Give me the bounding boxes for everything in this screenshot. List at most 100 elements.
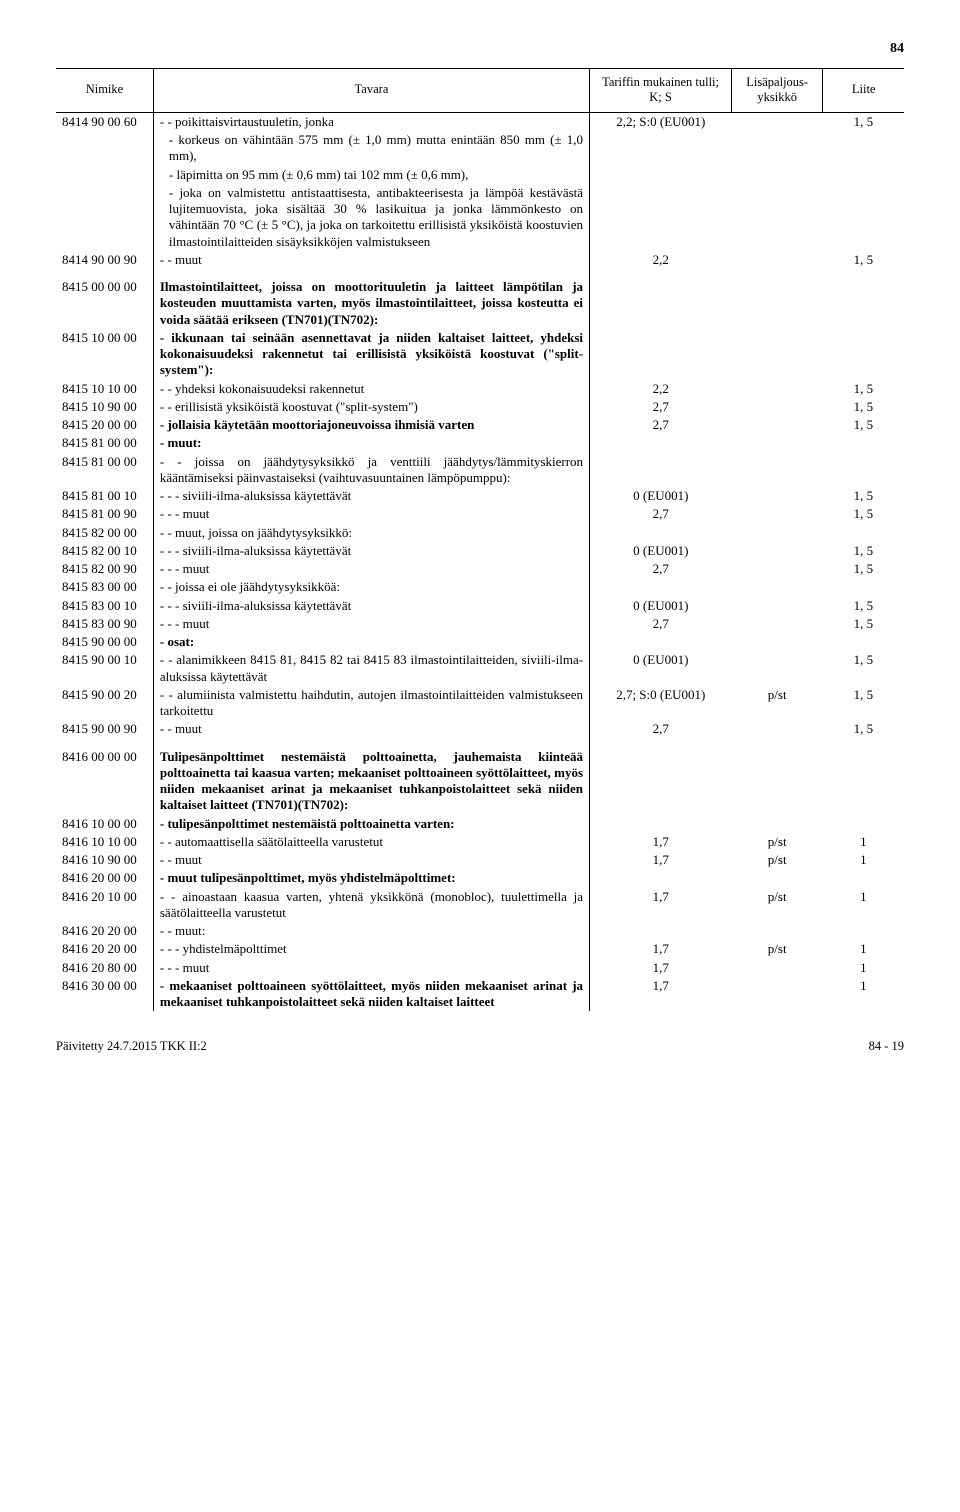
cell-tariff xyxy=(590,739,732,815)
cell-unit xyxy=(732,720,823,738)
th-tariff: Tariffin mukainen tulli;K; S xyxy=(590,68,732,112)
cell-desc: - - - siviili-ilma-aluksissa käytettävät xyxy=(153,542,589,560)
cell-unit: p/st xyxy=(732,888,823,923)
tariff-table: Nimike Tavara Tariffin mukainen tulli;K;… xyxy=(56,68,904,1012)
page-number-top: 84 xyxy=(56,40,904,58)
cell-code: 8416 20 00 00 xyxy=(56,869,153,887)
cell-unit xyxy=(732,131,823,166)
cell-desc: - - muut xyxy=(153,720,589,738)
cell-desc: - - - muut xyxy=(153,560,589,578)
table-row: 8415 81 00 10- - - siviili-ilma-aluksiss… xyxy=(56,487,904,505)
cell-tariff xyxy=(590,131,732,166)
cell-tariff: 2,2; S:0 (EU001) xyxy=(590,112,732,131)
cell-unit xyxy=(732,542,823,560)
cell-desc: - - - muut xyxy=(153,959,589,977)
cell-unit xyxy=(732,166,823,184)
cell-code: 8415 83 00 90 xyxy=(56,615,153,633)
cell-tariff: 1,7 xyxy=(590,833,732,851)
table-row: 8415 83 00 10- - - siviili-ilma-aluksiss… xyxy=(56,597,904,615)
cell-code: 8416 10 00 00 xyxy=(56,815,153,833)
cell-unit: p/st xyxy=(732,851,823,869)
cell-annex: 1 xyxy=(823,940,904,958)
table-row: 8415 81 00 90- - - muut2,71, 5 xyxy=(56,505,904,523)
cell-desc: - läpimitta on 95 mm (± 0,6 mm) tai 102 … xyxy=(153,166,589,184)
table-row: 8415 82 00 90- - - muut2,71, 5 xyxy=(56,560,904,578)
table-row: 8415 90 00 00- osat: xyxy=(56,633,904,651)
cell-unit xyxy=(732,922,823,940)
cell-desc: - - alanimikkeen 8415 81, 8415 82 tai 84… xyxy=(153,651,589,686)
footer-left: Päivitetty 24.7.2015 TKK II:2 xyxy=(56,1039,207,1055)
cell-annex: 1 xyxy=(823,959,904,977)
cell-tariff xyxy=(590,633,732,651)
table-row: 8416 20 80 00- - - muut1,71 xyxy=(56,959,904,977)
cell-desc: - jollaisia käytetään moottoriajoneuvois… xyxy=(153,416,589,434)
cell-desc: - - yhdeksi kokonaisuudeksi rakennetut xyxy=(153,380,589,398)
cell-unit xyxy=(732,578,823,596)
cell-annex xyxy=(823,869,904,887)
th-desc: Tavara xyxy=(153,68,589,112)
table-row: 8415 82 00 00- - muut, joissa on jäähdyt… xyxy=(56,524,904,542)
table-row: 8416 30 00 00- mekaaniset polttoaineen s… xyxy=(56,977,904,1012)
th-code: Nimike xyxy=(56,68,153,112)
cell-annex: 1, 5 xyxy=(823,112,904,131)
cell-code: 8416 20 20 00 xyxy=(56,922,153,940)
cell-unit xyxy=(732,453,823,488)
cell-tariff: 0 (EU001) xyxy=(590,542,732,560)
table-row: 8415 83 00 00- - joissa ei ole jäähdytys… xyxy=(56,578,904,596)
cell-annex xyxy=(823,434,904,452)
table-row: 8416 20 10 00- - ainoastaan kaasua varte… xyxy=(56,888,904,923)
cell-unit xyxy=(732,597,823,615)
cell-unit xyxy=(732,869,823,887)
cell-code: 8415 90 00 00 xyxy=(56,633,153,651)
cell-annex xyxy=(823,815,904,833)
cell-code: 8414 90 00 60 xyxy=(56,112,153,131)
cell-desc: - - - siviili-ilma-aluksissa käytettävät xyxy=(153,597,589,615)
cell-unit xyxy=(732,633,823,651)
cell-annex: 1, 5 xyxy=(823,251,904,269)
cell-tariff: 1,7 xyxy=(590,940,732,958)
cell-annex xyxy=(823,166,904,184)
table-row: 8415 20 00 00- jollaisia käytetään moott… xyxy=(56,416,904,434)
cell-unit xyxy=(732,524,823,542)
cell-tariff xyxy=(590,524,732,542)
cell-desc: - - automaattisella säätölaitteella varu… xyxy=(153,833,589,851)
cell-tariff: 1,7 xyxy=(590,888,732,923)
th-annex: Liite xyxy=(823,68,904,112)
cell-unit xyxy=(732,739,823,815)
cell-unit xyxy=(732,269,823,329)
cell-code: 8416 20 80 00 xyxy=(56,959,153,977)
cell-code: 8415 10 10 00 xyxy=(56,380,153,398)
cell-code xyxy=(56,184,153,251)
cell-desc: - ikkunaan tai seinään asennettavat ja n… xyxy=(153,329,589,380)
cell-code: 8415 81 00 00 xyxy=(56,434,153,452)
cell-tariff xyxy=(590,166,732,184)
cell-code: 8415 90 00 10 xyxy=(56,651,153,686)
cell-tariff: 2,7 xyxy=(590,505,732,523)
cell-code: 8415 83 00 00 xyxy=(56,578,153,596)
cell-annex xyxy=(823,578,904,596)
table-row: - läpimitta on 95 mm (± 0,6 mm) tai 102 … xyxy=(56,166,904,184)
cell-desc: Tulipesänpolttimet nestemäistä polttoain… xyxy=(153,739,589,815)
cell-annex: 1, 5 xyxy=(823,597,904,615)
cell-tariff xyxy=(590,329,732,380)
cell-tariff: 0 (EU001) xyxy=(590,651,732,686)
cell-annex: 1 xyxy=(823,977,904,1012)
cell-tariff xyxy=(590,922,732,940)
cell-unit xyxy=(732,651,823,686)
table-row: 8415 81 00 00- muut: xyxy=(56,434,904,452)
cell-desc: - - ainoastaan kaasua varten, yhtenä yks… xyxy=(153,888,589,923)
cell-desc: - - poikittaisvirtaustuuletin, jonka xyxy=(153,112,589,131)
footer-right: 84 - 19 xyxy=(869,1039,904,1055)
table-row: - korkeus on vähintään 575 mm (± 1,0 mm)… xyxy=(56,131,904,166)
cell-code: 8415 10 90 00 xyxy=(56,398,153,416)
cell-desc: - tulipesänpolttimet nestemäistä polttoa… xyxy=(153,815,589,833)
table-row: 8415 83 00 90- - - muut2,71, 5 xyxy=(56,615,904,633)
cell-annex: 1, 5 xyxy=(823,416,904,434)
cell-unit xyxy=(732,815,823,833)
cell-unit xyxy=(732,251,823,269)
cell-desc: - - - yhdistelmäpolttimet xyxy=(153,940,589,958)
cell-tariff: 2,7 xyxy=(590,615,732,633)
table-row: 8415 10 00 00- ikkunaan tai seinään asen… xyxy=(56,329,904,380)
cell-annex xyxy=(823,269,904,329)
cell-tariff xyxy=(590,815,732,833)
